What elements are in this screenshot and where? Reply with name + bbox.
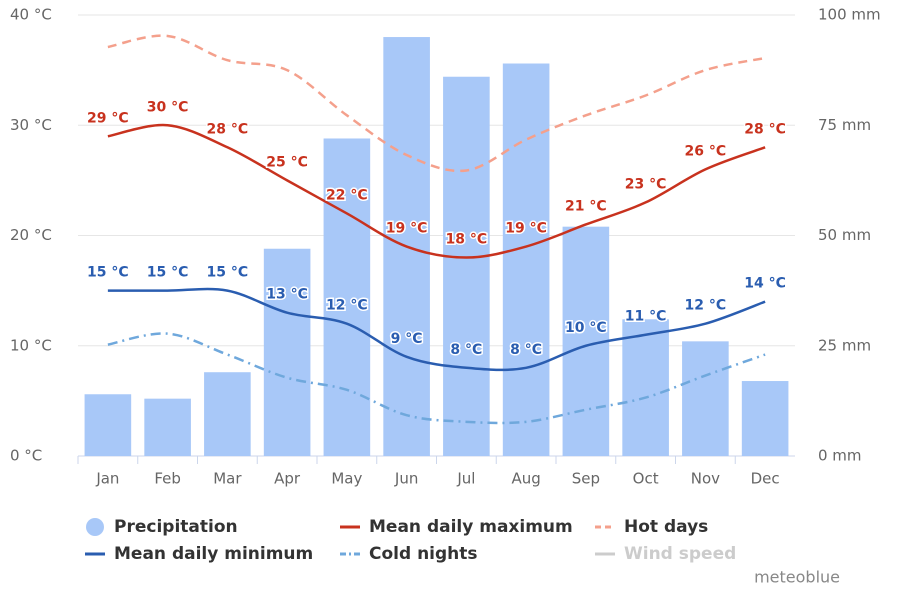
data-label: 12 °C: [685, 298, 727, 314]
x-tick-label: Jan: [95, 470, 119, 488]
bar: [204, 372, 251, 456]
y2-tick-label: 100 mm: [818, 6, 881, 24]
data-label: 19 °C: [505, 221, 547, 237]
line: [107, 123, 766, 259]
data-label: 25 °C: [266, 154, 308, 170]
bar: [622, 319, 669, 456]
data-label: 11 °C: [625, 309, 667, 325]
data-label: 29 °C: [87, 110, 129, 126]
line: [107, 332, 766, 425]
data-label: 28 °C: [207, 121, 249, 137]
legend-label: Mean daily maximum: [369, 517, 573, 537]
y-tick-label: 40 °C: [10, 6, 52, 24]
x-tick-label: Aug: [511, 470, 540, 488]
y-tick-label: 10 °C: [10, 336, 52, 354]
x-tick-label: Nov: [691, 470, 720, 488]
y2-tick-label: 25 mm: [818, 336, 871, 354]
x-tick-label: Feb: [154, 470, 181, 488]
x-tick-label: Dec: [751, 470, 780, 488]
x-tick-label: Jun: [394, 470, 418, 488]
y-tick-label: 30 °C: [10, 116, 52, 134]
data-label: 15 °C: [147, 265, 189, 281]
data-label: 23 °C: [625, 176, 667, 192]
data-label: 28 °C: [744, 121, 786, 137]
y2-tick-label: 0 mm: [818, 447, 862, 465]
data-label: 18 °C: [446, 232, 488, 248]
line: [107, 34, 766, 173]
x-tick-label: Apr: [274, 470, 301, 488]
data-label: 22 °C: [326, 187, 368, 203]
bar: [323, 138, 371, 457]
legend-swatch: [86, 518, 104, 536]
x-tick-label: Jul: [456, 470, 475, 488]
x-tick-label: Sep: [572, 470, 600, 488]
bar: [682, 341, 729, 456]
legend-label: Precipitation: [114, 517, 238, 537]
data-label: 8 °C: [510, 342, 542, 358]
data-label: 14 °C: [744, 276, 786, 292]
bar: [84, 394, 132, 456]
data-label: 30 °C: [147, 99, 189, 115]
y2-tick-label: 75 mm: [818, 116, 871, 134]
legend-label: Mean daily minimum: [114, 544, 313, 564]
x-tick-label: May: [331, 470, 362, 488]
legend-label: Hot days: [624, 517, 708, 537]
data-label: 19 °C: [386, 221, 428, 237]
bar: [144, 398, 191, 456]
data-label: 12 °C: [326, 298, 368, 314]
data-label: 8 °C: [450, 342, 482, 358]
bar: [741, 381, 789, 456]
bar: [502, 63, 550, 456]
data-label: 15 °C: [87, 265, 129, 281]
x-tick-label: Mar: [213, 470, 242, 488]
data-label: 26 °C: [685, 143, 727, 159]
data-label: 13 °C: [266, 287, 308, 303]
data-label: 15 °C: [207, 265, 249, 281]
line: [107, 287, 766, 372]
y-tick-label: 20 °C: [10, 226, 52, 244]
legend-label: Cold nights: [369, 544, 478, 564]
bar: [263, 248, 311, 456]
y-tick-label: 0 °C: [10, 447, 42, 465]
legend-label: Wind speed: [624, 544, 736, 564]
data-label: 10 °C: [565, 320, 607, 336]
x-tick-label: Oct: [633, 470, 659, 488]
credit: meteoblue: [754, 568, 840, 587]
data-label: 9 °C: [391, 331, 423, 347]
bar: [443, 76, 490, 457]
data-label: 21 °C: [565, 198, 607, 214]
y2-tick-label: 50 mm: [818, 226, 871, 244]
